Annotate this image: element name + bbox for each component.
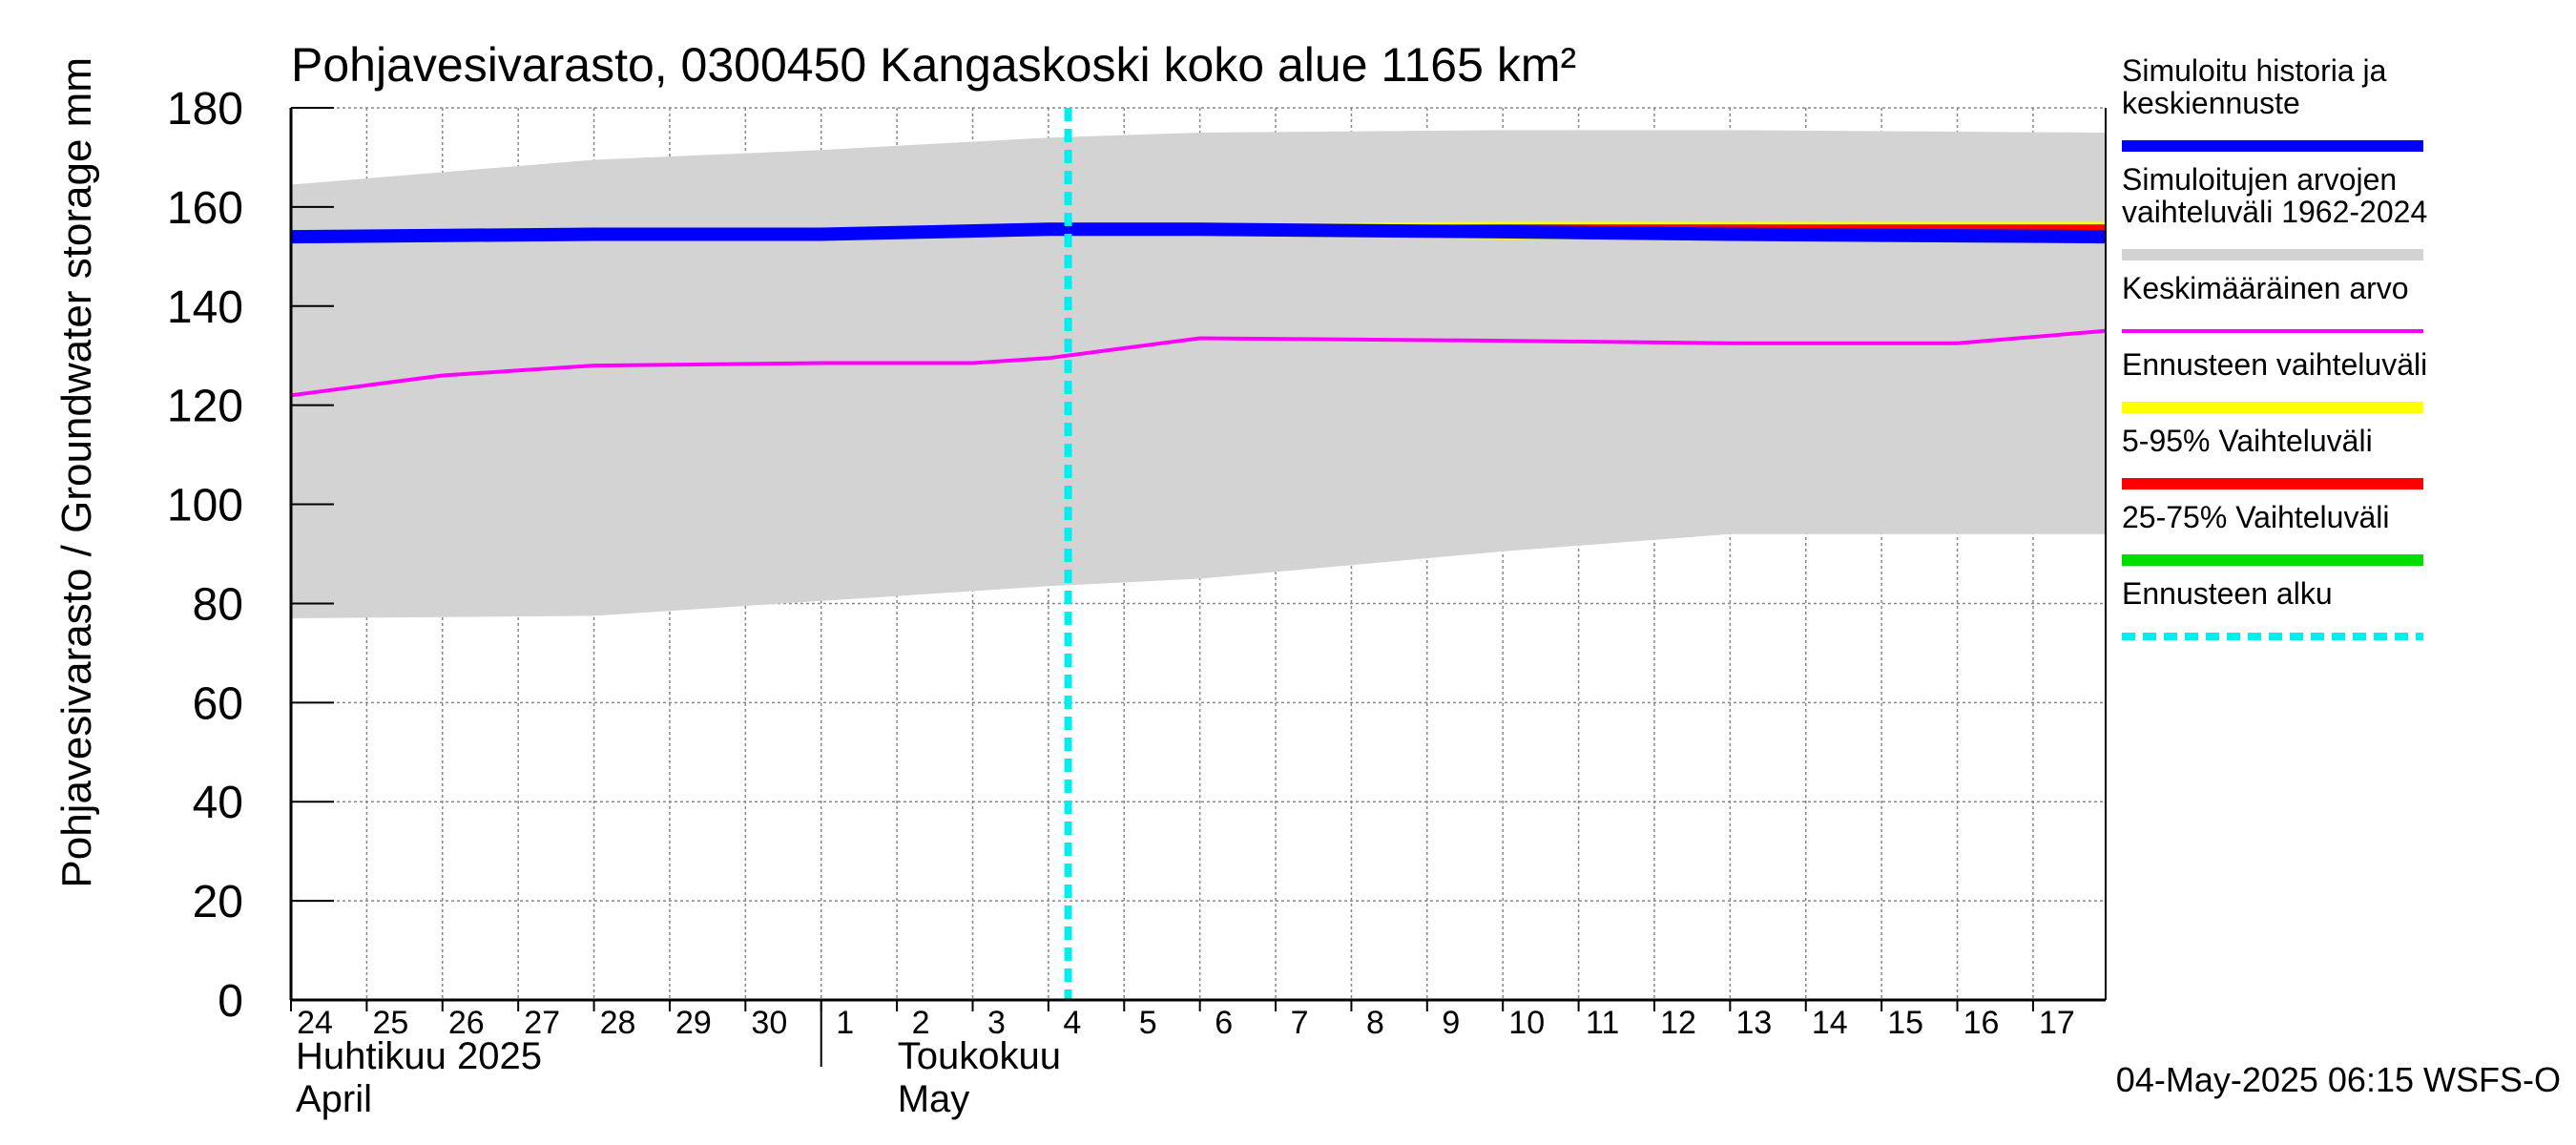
x-tick-label: 28 [600, 1005, 636, 1041]
y-tick-label: 80 [193, 579, 243, 630]
legend-label-1: vaihteluväli 1962-2024 [2122, 195, 2427, 229]
x-tick-label: 5 [1139, 1005, 1157, 1041]
y-tick-label: 20 [193, 877, 243, 927]
x-tick-label: 9 [1442, 1005, 1460, 1041]
y-tick-label: 120 [167, 382, 243, 432]
x-tick-label: 30 [751, 1005, 787, 1041]
legend-label-0: Simuloitu historia ja [2122, 53, 2387, 88]
y-tick-label: 160 [167, 183, 243, 234]
x-tick-label: 14 [1812, 1005, 1848, 1041]
series-line-5 [290, 222, 2107, 244]
x-tick-label: 13 [1735, 1005, 1772, 1041]
series-line-1 [290, 328, 2107, 398]
x-tick-label: 6 [1215, 1005, 1233, 1041]
y-tick-label: 140 [167, 282, 243, 333]
series-band-0 [291, 130, 2106, 618]
month-label-en: May [898, 1078, 970, 1120]
y-tick-label: 40 [193, 778, 243, 828]
x-tick-label: 1 [836, 1005, 854, 1041]
x-tick-label: 7 [1291, 1005, 1309, 1041]
x-tick-label: 29 [675, 1005, 712, 1041]
month-label-en: April [296, 1078, 372, 1120]
chart-title: Pohjavesivarasto, 0300450 Kangaskoski ko… [291, 38, 1576, 92]
legend-label-6: Ennusteen alku [2122, 576, 2333, 611]
x-tick-label: 4 [1063, 1005, 1081, 1041]
y-tick-label: 100 [167, 481, 243, 531]
month-label-fi: Huhtikuu 2025 [296, 1035, 542, 1077]
x-tick-label: 16 [1963, 1005, 2000, 1041]
x-tick-label: 15 [1887, 1005, 1923, 1041]
x-tick-label: 8 [1366, 1005, 1384, 1041]
legend-label-2: Keskimääräinen arvo [2122, 271, 2409, 305]
legend-label-4: 5-95% Vaihteluväli [2122, 424, 2373, 458]
legend-label-0: keskiennuste [2122, 86, 2300, 120]
y-axis-label: Pohjavesivarasto / Groundwater storage m… [53, 57, 100, 888]
y-tick-label: 0 [218, 976, 243, 1027]
legend-label-5: 25-75% Vaihteluväli [2122, 500, 2389, 534]
month-label-fi: Toukokuu [898, 1035, 1061, 1077]
x-tick-label: 27 [524, 1005, 560, 1041]
x-tick-label: 3 [987, 1005, 1006, 1041]
x-tick-label: 10 [1508, 1005, 1545, 1041]
timestamp-footer: 04-May-2025 06:15 WSFS-O [2116, 1060, 2561, 1099]
x-tick-label: 25 [372, 1005, 408, 1041]
legend-label-3: Ennusteen vaihteluväli [2122, 347, 2427, 382]
x-tick-label: 11 [1586, 1005, 1619, 1041]
y-tick-label: 60 [193, 678, 243, 729]
x-tick-label: 17 [2039, 1005, 2075, 1041]
legend-label-1: Simuloitujen arvojen [2122, 162, 2397, 197]
x-tick-label: 24 [297, 1005, 333, 1041]
x-tick-label: 12 [1660, 1005, 1696, 1041]
x-tick-label: 2 [912, 1005, 930, 1041]
x-tick-label: 26 [448, 1005, 485, 1041]
y-tick-label: 180 [167, 84, 243, 135]
